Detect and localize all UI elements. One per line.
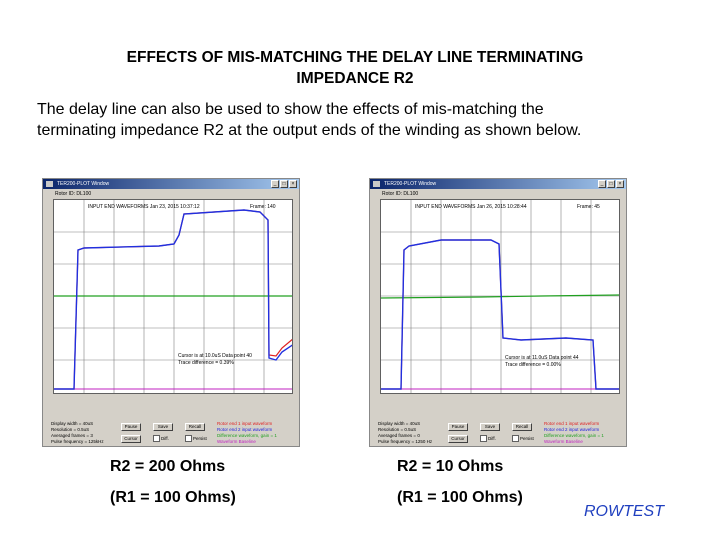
- checkbox-icon: [512, 435, 519, 443]
- checkbox-icon: [153, 435, 160, 443]
- save-button[interactable]: Save: [153, 423, 173, 431]
- brand-logo-text: ROWTEST: [584, 503, 664, 520]
- minimize-icon[interactable]: _: [598, 180, 606, 188]
- plot-label: INPUT END WAVEFORMS Jan 23, 2015 10:37:1…: [88, 204, 200, 210]
- pause-button[interactable]: Pause: [121, 423, 141, 431]
- slide-title-line-1: EFFECTS OF MIS-MATCHING THE DELAY LINE T…: [126, 49, 584, 66]
- legend-item: Rotor end 1 input waveform: [217, 421, 273, 426]
- window-titlebar[interactable]: TER200-PLOT Window _ □ ×: [370, 179, 626, 189]
- left-plot-window[interactable]: TER200-PLOT Window _ □ × Rotor ID: DL100…: [42, 178, 300, 447]
- legend-item: Rotor end 2 input waveform: [544, 427, 600, 432]
- display-width: Display width = 40uS: [378, 421, 421, 426]
- checkbox-icon: [185, 435, 192, 443]
- cursor-button[interactable]: Cursor: [121, 435, 141, 443]
- slide-title: EFFECTS OF MIS-MATCHING THE DELAY LINE T…: [60, 47, 650, 89]
- persist-checkbox[interactable]: Persist: [512, 435, 534, 443]
- cursor-line-2: Trace difference = 0.39%: [178, 360, 234, 366]
- resolution: Resolution = 0.5uS: [51, 427, 90, 432]
- resolution: Resolution = 0.5uS: [378, 427, 417, 432]
- slide-title-line-2: IMPEDANCE R2: [296, 70, 414, 87]
- recall-button[interactable]: Recall: [185, 423, 205, 431]
- wave-red-trace: [54, 209, 292, 390]
- waveform-svg: [54, 200, 292, 393]
- settings-readout: Display width = 40uS Resolution = 0.5uS …: [378, 421, 432, 445]
- intro-line-1: The delay line can also be used to show …: [37, 101, 544, 118]
- rotor-id: Rotor ID: DL100: [55, 191, 92, 197]
- legend-item: Difference waveform, gain = 1: [217, 433, 277, 438]
- close-icon[interactable]: ×: [289, 180, 297, 188]
- legend-item: Rotor end 2 input waveform: [217, 427, 273, 432]
- waveform-plot[interactable]: INPUT END WAVEFORMS Jan 23, 2015 10:37:1…: [53, 199, 293, 394]
- rotor-id: Rotor ID: DL100: [382, 191, 419, 197]
- legend-item: Difference waveform, gain = 1: [544, 433, 604, 438]
- legend: Rotor end 1 input waveform Rotor end 2 i…: [217, 421, 277, 445]
- pulse-frequency: Pulse frequency = 125kHz: [51, 439, 104, 444]
- app-icon: [373, 181, 380, 187]
- checkbox-icon: [480, 435, 487, 443]
- diff-label: Diff.: [488, 436, 496, 441]
- window-controls: _ □ ×: [598, 180, 624, 188]
- intro-text: The delay line can also be used to show …: [37, 99, 697, 141]
- persist-label: Persist: [193, 436, 207, 441]
- close-icon[interactable]: ×: [616, 180, 624, 188]
- cursor-line-2: Trace difference = 0.00%: [505, 362, 561, 368]
- display-width: Display width = 40uS: [51, 421, 94, 426]
- legend-item: Waveform Baseline: [217, 439, 256, 444]
- cursor-readout: Cursor is at 11.0uS Data point 44 Trace …: [505, 355, 579, 369]
- averaged-frames: Averaged frames = 0: [378, 433, 420, 438]
- pause-button[interactable]: Pause: [448, 423, 468, 431]
- cursor-readout: Cursor is at 10.0uS Data point 40 Trace …: [178, 353, 252, 367]
- window-controls: _ □ ×: [271, 180, 297, 188]
- app-icon: [46, 181, 53, 187]
- cursor-line-1: Cursor is at 10.0uS Data point 40: [178, 353, 252, 359]
- right-plot-window[interactable]: TER200-PLOT Window _ □ × Rotor ID: DL100…: [369, 178, 627, 447]
- frame-label: Frame: 140: [250, 204, 276, 210]
- diff-trace: [381, 294, 619, 299]
- plot-grid: [54, 200, 292, 393]
- intro-line-2: terminating impedance R2 at the output e…: [37, 122, 582, 139]
- plot-label: INPUT END WAVEFORMS Jan 26, 2015 10:28:4…: [415, 204, 527, 210]
- legend: Rotor end 1 input waveform Rotor end 2 i…: [544, 421, 604, 445]
- maximize-icon[interactable]: □: [280, 180, 288, 188]
- waveform-plot[interactable]: INPUT END WAVEFORMS Jan 26, 2015 10:28:4…: [380, 199, 620, 394]
- settings-readout: Display width = 40uS Resolution = 0.5uS …: [51, 421, 104, 445]
- pulse-frequency: Pulse frequency = 1250 Hz: [378, 439, 433, 444]
- window-title: TER200-PLOT Window: [57, 181, 110, 187]
- persist-label: Persist: [520, 436, 534, 441]
- legend-item: Rotor end 1 input waveform: [544, 421, 600, 426]
- wave-red-trace: [381, 239, 619, 390]
- save-button[interactable]: Save: [480, 423, 500, 431]
- right-caption-r2: R2 = 10 Ohms: [397, 458, 504, 475]
- left-caption-r2: R2 = 200 Ohms: [110, 458, 226, 475]
- cursor-button[interactable]: Cursor: [448, 435, 468, 443]
- window-title: TER200-PLOT Window: [384, 181, 437, 187]
- frame-label: Frame: 45: [577, 204, 600, 210]
- cursor-line-1: Cursor is at 11.0uS Data point 44: [505, 355, 579, 361]
- averaged-frames: Averaged frames = 3: [51, 433, 93, 438]
- diff-checkbox[interactable]: Diff.: [480, 435, 496, 443]
- diff-label: Diff.: [161, 436, 169, 441]
- recall-button[interactable]: Recall: [512, 423, 532, 431]
- persist-checkbox[interactable]: Persist: [185, 435, 207, 443]
- right-caption-r1: (R1 = 100 Ohms): [397, 489, 523, 506]
- diff-checkbox[interactable]: Diff.: [153, 435, 169, 443]
- wave-blue-trace: [54, 209, 292, 390]
- minimize-icon[interactable]: _: [271, 180, 279, 188]
- window-titlebar[interactable]: TER200-PLOT Window _ □ ×: [43, 179, 299, 189]
- legend-item: Waveform Baseline: [544, 439, 583, 444]
- waveform-svg: [381, 200, 619, 393]
- maximize-icon[interactable]: □: [607, 180, 615, 188]
- wave-blue-trace: [381, 239, 619, 390]
- left-caption-r1: (R1 = 100 Ohms): [110, 489, 236, 506]
